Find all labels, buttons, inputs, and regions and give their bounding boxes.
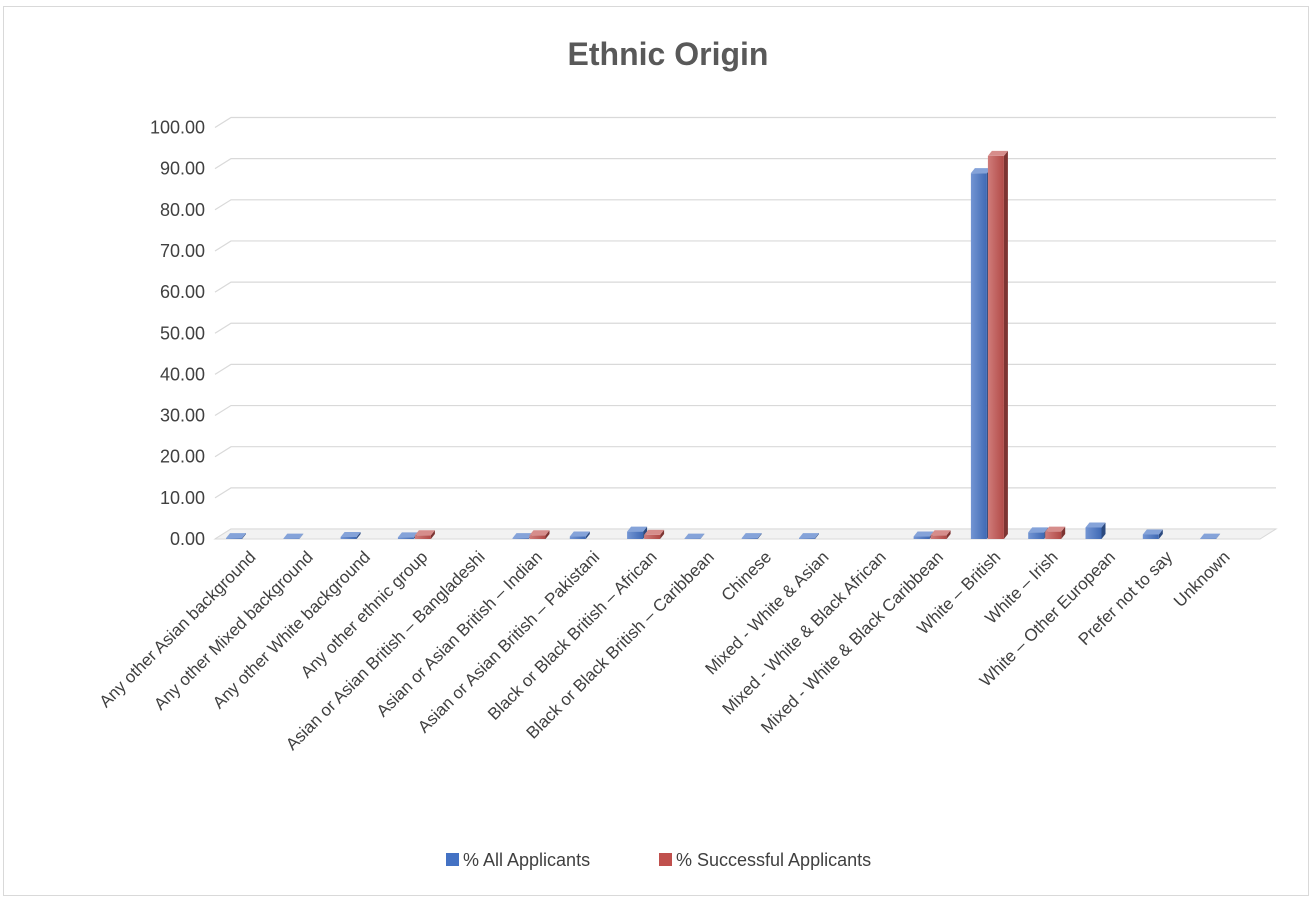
y-tick-label: 80.00 bbox=[160, 200, 205, 220]
x-tick-label: Asian or Asian British – Bangladeshi bbox=[282, 547, 489, 754]
bar bbox=[684, 533, 705, 539]
y-tick-label: 0.00 bbox=[170, 529, 205, 549]
legend: % All Applicants % Successful Applicants bbox=[446, 850, 871, 870]
chart-title: Ethnic Origin bbox=[568, 36, 769, 72]
bar bbox=[987, 150, 1008, 539]
gridline bbox=[214, 446, 1276, 458]
x-tick-label: Chinese bbox=[718, 547, 776, 605]
legend-label: % All Applicants bbox=[463, 850, 590, 870]
bar bbox=[741, 533, 762, 539]
bar bbox=[644, 529, 665, 539]
gridline bbox=[214, 158, 1276, 170]
bar bbox=[569, 531, 590, 539]
gridlines bbox=[214, 116, 1276, 540]
bar bbox=[930, 530, 951, 539]
y-axis-ticks: 0.00 10.00 20.00 30.00 40.00 50.00 60.00 70.00 8… bbox=[150, 118, 205, 550]
gridline bbox=[214, 404, 1276, 417]
bar bbox=[1142, 529, 1163, 539]
y-tick-label: 90.00 bbox=[160, 159, 205, 179]
bar bbox=[529, 530, 550, 539]
legend-item: % Successful Applicants bbox=[659, 850, 871, 870]
gridline bbox=[214, 281, 1276, 293]
y-tick-label: 60.00 bbox=[160, 282, 205, 302]
legend-swatch bbox=[659, 853, 672, 866]
y-tick-label: 20.00 bbox=[160, 447, 205, 467]
y-tick-label: 40.00 bbox=[160, 364, 205, 384]
gridline bbox=[214, 322, 1276, 334]
gridline bbox=[214, 116, 1276, 129]
chart-frame bbox=[3, 6, 1309, 896]
y-tick-label: 10.00 bbox=[160, 488, 205, 508]
gridline bbox=[214, 240, 1276, 252]
bar bbox=[1045, 526, 1066, 539]
bar bbox=[226, 533, 246, 539]
y-tick-label: 100.00 bbox=[150, 118, 205, 138]
legend-swatch bbox=[446, 853, 459, 866]
bar bbox=[799, 533, 819, 539]
y-tick-label: 70.00 bbox=[160, 241, 205, 261]
bar bbox=[414, 530, 435, 539]
bars bbox=[226, 150, 1221, 539]
gridline bbox=[214, 199, 1276, 211]
bar bbox=[1200, 533, 1221, 539]
bar bbox=[283, 533, 304, 539]
legend-label: % Successful Applicants bbox=[676, 850, 871, 870]
y-tick-label: 50.00 bbox=[160, 323, 205, 343]
bar bbox=[340, 531, 361, 539]
legend-item: % All Applicants bbox=[446, 850, 590, 870]
gridline bbox=[214, 363, 1276, 375]
x-tick-label: Unknown bbox=[1170, 547, 1234, 611]
gridline bbox=[214, 487, 1276, 499]
y-tick-label: 30.00 bbox=[160, 406, 205, 426]
bar bbox=[1085, 522, 1106, 539]
